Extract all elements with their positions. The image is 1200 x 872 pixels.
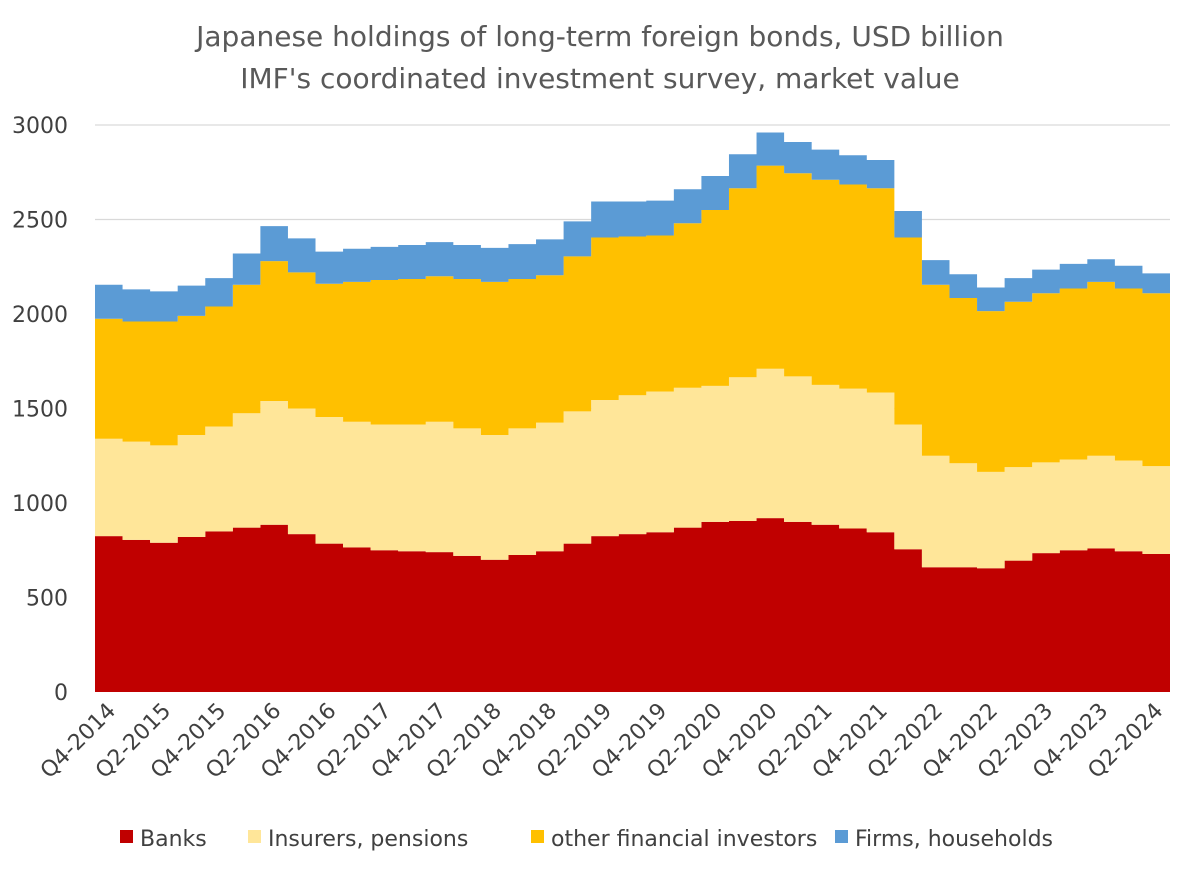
- plot-area: [95, 132, 1170, 692]
- y-tick-label: 2000: [12, 303, 68, 328]
- legend-label-other-financial-investors: other financial investors: [551, 827, 817, 852]
- y-tick-label: 1000: [12, 492, 68, 517]
- legend-swatch-other-financial-investors: [531, 830, 544, 843]
- legend-swatch-firms-households: [835, 830, 848, 843]
- y-tick-label: 0: [54, 681, 68, 706]
- series-area-insurers-pensions: [95, 368, 1170, 569]
- legend: Banks Insurers, pensions other financial i…: [120, 827, 1053, 852]
- series-area-firms-households: [95, 132, 1170, 322]
- y-tick-label: 500: [26, 587, 68, 612]
- legend-swatch-insurers-pensions: [248, 830, 261, 843]
- legend-label-banks: Banks: [140, 827, 207, 852]
- y-axis: 0 500 1000 1500 2000 2500 3000: [12, 114, 68, 706]
- y-tick-label: 3000: [12, 114, 68, 139]
- legend-swatch-banks: [120, 830, 133, 843]
- chart-title: Japanese holdings of long-term foreign b…: [194, 20, 1004, 53]
- series-area-other-financial-investors: [95, 165, 1170, 472]
- legend-label-firms-households: Firms, households: [855, 827, 1053, 852]
- y-tick-label: 1500: [12, 398, 68, 423]
- chart-subtitle: IMF's coordinated investment survey, mar…: [240, 62, 960, 95]
- legend-label-insurers-pensions: Insurers, pensions: [268, 827, 468, 852]
- y-tick-label: 2500: [12, 209, 68, 234]
- series-area-banks: [95, 518, 1170, 692]
